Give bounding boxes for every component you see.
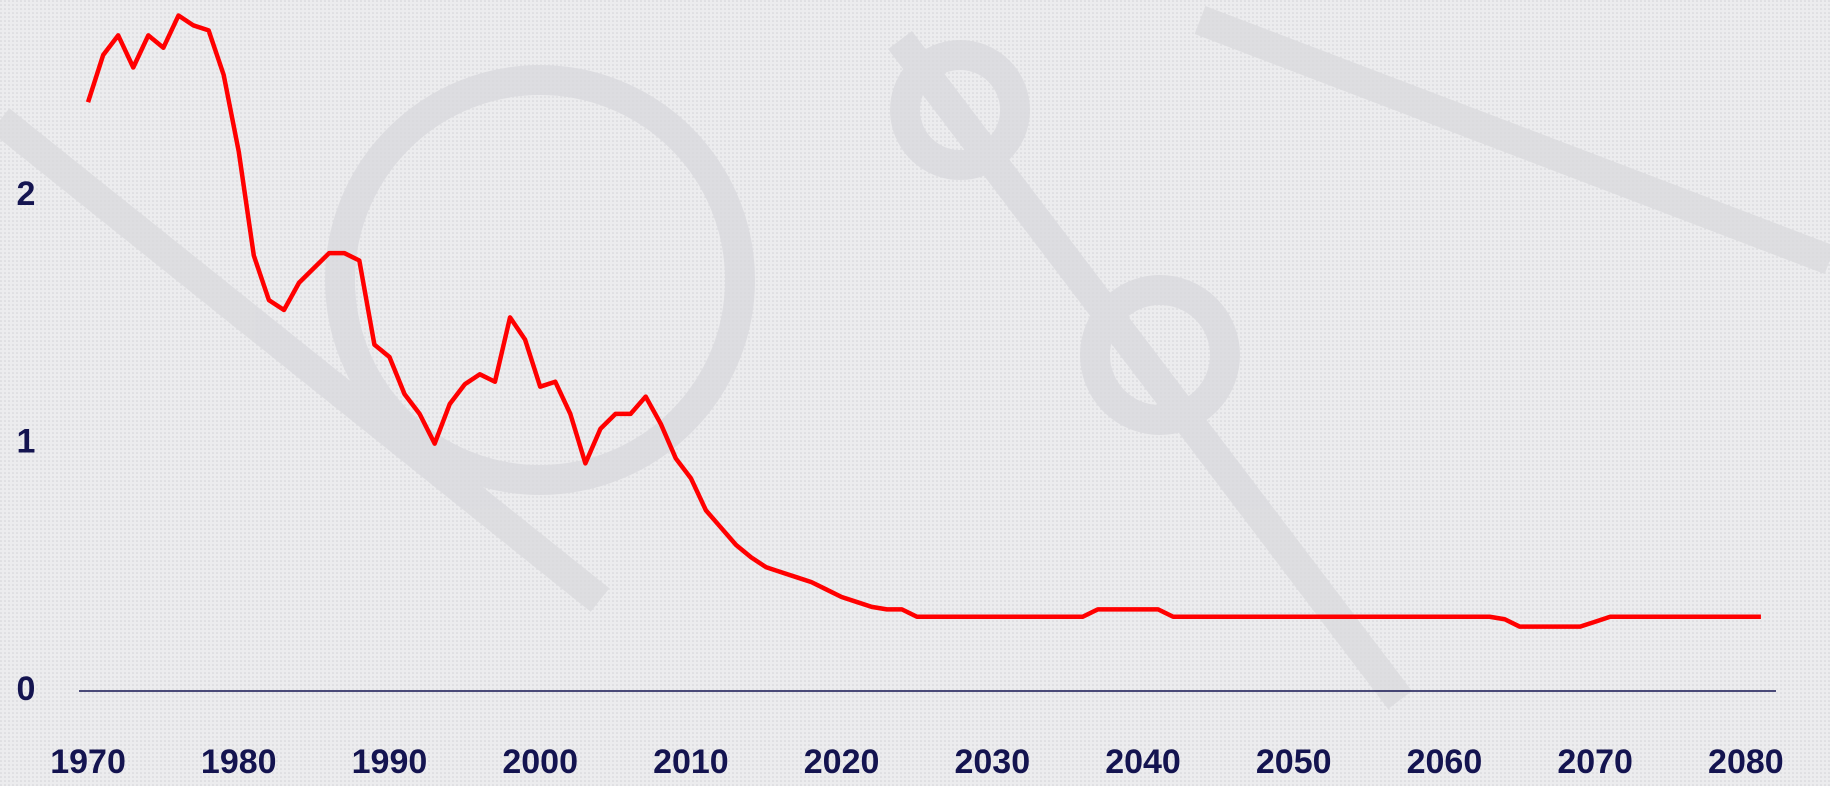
y-tick-label: 2 <box>17 175 36 213</box>
x-tick-label: 1980 <box>201 743 277 781</box>
x-tick-label: 2060 <box>1407 743 1483 781</box>
chart: 0 1 2 1970 1980 1990 2000 2010 2020 2030 2040 2050 2… <box>0 0 1830 786</box>
x-tick-label: 1970 <box>50 743 126 781</box>
x-tick-label: 2020 <box>804 743 880 781</box>
x-tick-label: 2010 <box>653 743 729 781</box>
x-tick-label: 2000 <box>502 743 578 781</box>
x-tick-label: 2030 <box>954 743 1030 781</box>
x-tick-label: 1990 <box>352 743 428 781</box>
y-tick-label: 0 <box>17 670 36 708</box>
y-tick-label: 1 <box>17 423 36 461</box>
x-tick-label: 2070 <box>1557 743 1633 781</box>
x-tick-label: 2040 <box>1105 743 1181 781</box>
x-tick-label: 2080 <box>1708 743 1784 781</box>
x-tick-label: 2050 <box>1256 743 1332 781</box>
